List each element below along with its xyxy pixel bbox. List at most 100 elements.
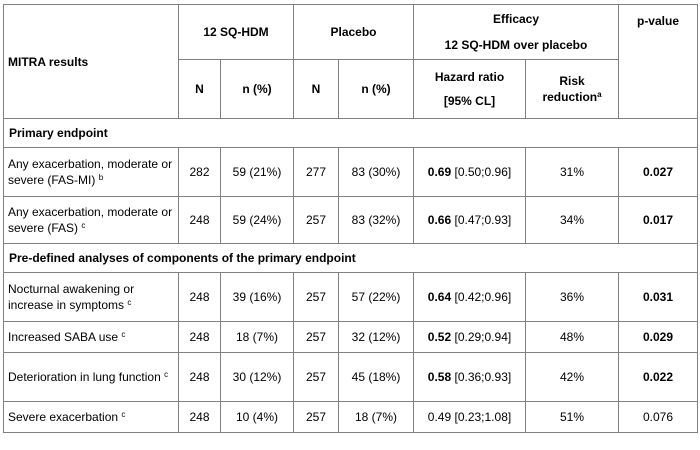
pct2-cell: 18 (7%) [338, 401, 414, 433]
footnote-marker: c [121, 410, 126, 419]
confidence-interval: [0.42;0.96] [454, 290, 512, 304]
risk-reduction-cell: 34% [525, 196, 619, 244]
footnote-marker: c [127, 298, 132, 307]
section-title: Primary endpoint [3, 118, 698, 148]
hazard-ratio-value: 0.49 [427, 410, 452, 424]
risk-reduction-cell: 36% [525, 272, 619, 322]
n1-cell: 248 [178, 321, 221, 353]
row-label: Increased SABA use c [3, 321, 179, 353]
risk-footnote-marker: a [597, 90, 602, 99]
table-row: Increased SABA use c 248 18 (7%) 257 32 … [3, 321, 698, 353]
hazard-ratio-cell: 0.69 [0.50;0.96] [413, 147, 526, 197]
efficacy-subtitle: 12 SQ-HDM over placebo [444, 38, 588, 52]
hazard-ratio-cell: 0.52 [0.29;0.94] [413, 321, 526, 353]
pvalue-cell: 0.017 [618, 196, 698, 244]
row-label-text: Any exacerbation, moderate or severe (FA… [8, 157, 173, 187]
pct2-header: n (%) [338, 59, 414, 119]
n2-cell: 257 [293, 321, 339, 353]
confidence-interval: [0.47;0.93] [454, 213, 512, 227]
row-label: Deterioration in lung function c [3, 352, 179, 402]
efficacy-group-header: Efficacy 12 SQ-HDM over placebo [413, 4, 619, 60]
row-label-text: Nocturnal awakening or increase in sympt… [8, 282, 135, 312]
hazard-ratio-line2: [95% CL] [443, 94, 496, 108]
pvalue-cell: 0.027 [618, 147, 698, 197]
footnote-marker: c [121, 330, 126, 339]
pct1-cell: 59 (21%) [220, 147, 294, 197]
section-title: Pre-defined analyses of components of th… [3, 243, 698, 273]
table-row: Severe exacerbation c 248 10 (4%) 257 18… [3, 401, 698, 433]
table-row: Any exacerbation, moderate or severe (FA… [3, 196, 698, 244]
n2-cell: 257 [293, 352, 339, 402]
risk-reduction-cell: 31% [525, 147, 619, 197]
row-label-text: Any exacerbation, moderate or severe (FA… [8, 205, 173, 235]
risk-reduction-cell: 51% [525, 401, 619, 433]
confidence-interval: [0.29;0.94] [454, 330, 512, 344]
n1-cell: 248 [178, 196, 221, 244]
risk-reduction-header: Risk reductiona [525, 59, 619, 119]
footnote-marker: b [98, 173, 104, 182]
table-row: Any exacerbation, moderate or severe (FA… [3, 147, 698, 197]
pvalue-cell: 0.031 [618, 272, 698, 322]
row-label: Severe exacerbation c [3, 401, 179, 433]
n2-cell: 257 [293, 196, 339, 244]
risk-reduction-cell: 42% [525, 352, 619, 402]
n1-cell: 248 [178, 401, 221, 433]
hazard-ratio-cell: 0.64 [0.42;0.96] [413, 272, 526, 322]
treatment-group-header: 12 SQ-HDM [178, 4, 294, 60]
pct2-cell: 32 (12%) [338, 321, 414, 353]
hazard-ratio-header: Hazard ratio [95% CL] [413, 59, 526, 119]
corner-label: MITRA results [3, 4, 179, 119]
footnote-marker: c [164, 370, 169, 379]
n1-cell: 282 [178, 147, 221, 197]
placebo-group-header: Placebo [293, 4, 414, 60]
row-label-text: Deterioration in lung function [8, 370, 161, 384]
hazard-ratio-value: 0.64 [427, 290, 452, 304]
pct1-cell: 10 (4%) [220, 401, 294, 433]
header-row-columns: N n (%) N n (%) Hazard ratio [95% CL] Ri… [4, 59, 698, 119]
pct2-cell: 45 (18%) [338, 352, 414, 402]
pct1-header: n (%) [220, 59, 294, 119]
n2-cell: 277 [293, 147, 339, 197]
table-row: Nocturnal awakening or increase in sympt… [3, 272, 698, 322]
section-row-primary: Primary endpoint [3, 118, 698, 148]
n1-cell: 248 [178, 352, 221, 402]
hazard-ratio-line1: Hazard ratio [434, 70, 505, 84]
hazard-ratio-value: 0.66 [427, 213, 452, 227]
row-label: Any exacerbation, moderate or severe (FA… [3, 147, 179, 197]
n2-header: N [293, 59, 339, 119]
section-row-components: Pre-defined analyses of components of th… [3, 243, 698, 273]
row-label: Any exacerbation, moderate or severe (FA… [3, 196, 179, 244]
hazard-ratio-cell: 0.66 [0.47;0.93] [413, 196, 526, 244]
pct1-cell: 30 (12%) [220, 352, 294, 402]
pvalue-cell: 0.076 [618, 401, 698, 433]
pct2-cell: 83 (30%) [338, 147, 414, 197]
hazard-ratio-cell: 0.58 [0.36;0.93] [413, 352, 526, 402]
confidence-interval: [0.36;0.93] [454, 370, 512, 384]
row-label-text: Increased SABA use [8, 330, 119, 344]
row-label-text: Severe exacerbation [8, 410, 119, 424]
hazard-ratio-cell: 0.49 [0.23;1.08] [413, 401, 526, 433]
risk-line1: Risk [559, 74, 585, 88]
confidence-interval: [0.23;1.08] [454, 410, 512, 424]
risk-reduction-cell: 48% [525, 321, 619, 353]
hazard-ratio-value: 0.52 [427, 330, 452, 344]
pvalue-header: p-value [618, 4, 698, 119]
pct1-cell: 39 (16%) [220, 272, 294, 322]
pvalue-cell: 0.029 [618, 321, 698, 353]
footnote-marker: c [81, 221, 86, 230]
pct2-cell: 83 (32%) [338, 196, 414, 244]
table-row: Deterioration in lung function c 248 30 … [3, 352, 698, 402]
pvalue-cell: 0.022 [618, 352, 698, 402]
n2-cell: 257 [293, 401, 339, 433]
hazard-ratio-value: 0.58 [427, 370, 452, 384]
pct1-cell: 59 (24%) [220, 196, 294, 244]
hazard-ratio-value: 0.69 [427, 165, 452, 179]
risk-line2: reduction [542, 90, 598, 104]
confidence-interval: [0.50;0.96] [454, 165, 512, 179]
efficacy-title: Efficacy [492, 12, 540, 26]
pct2-cell: 57 (22%) [338, 272, 414, 322]
row-label: Nocturnal awakening or increase in sympt… [3, 272, 179, 322]
pct1-cell: 18 (7%) [220, 321, 294, 353]
n1-cell: 248 [178, 272, 221, 322]
n2-cell: 257 [293, 272, 339, 322]
